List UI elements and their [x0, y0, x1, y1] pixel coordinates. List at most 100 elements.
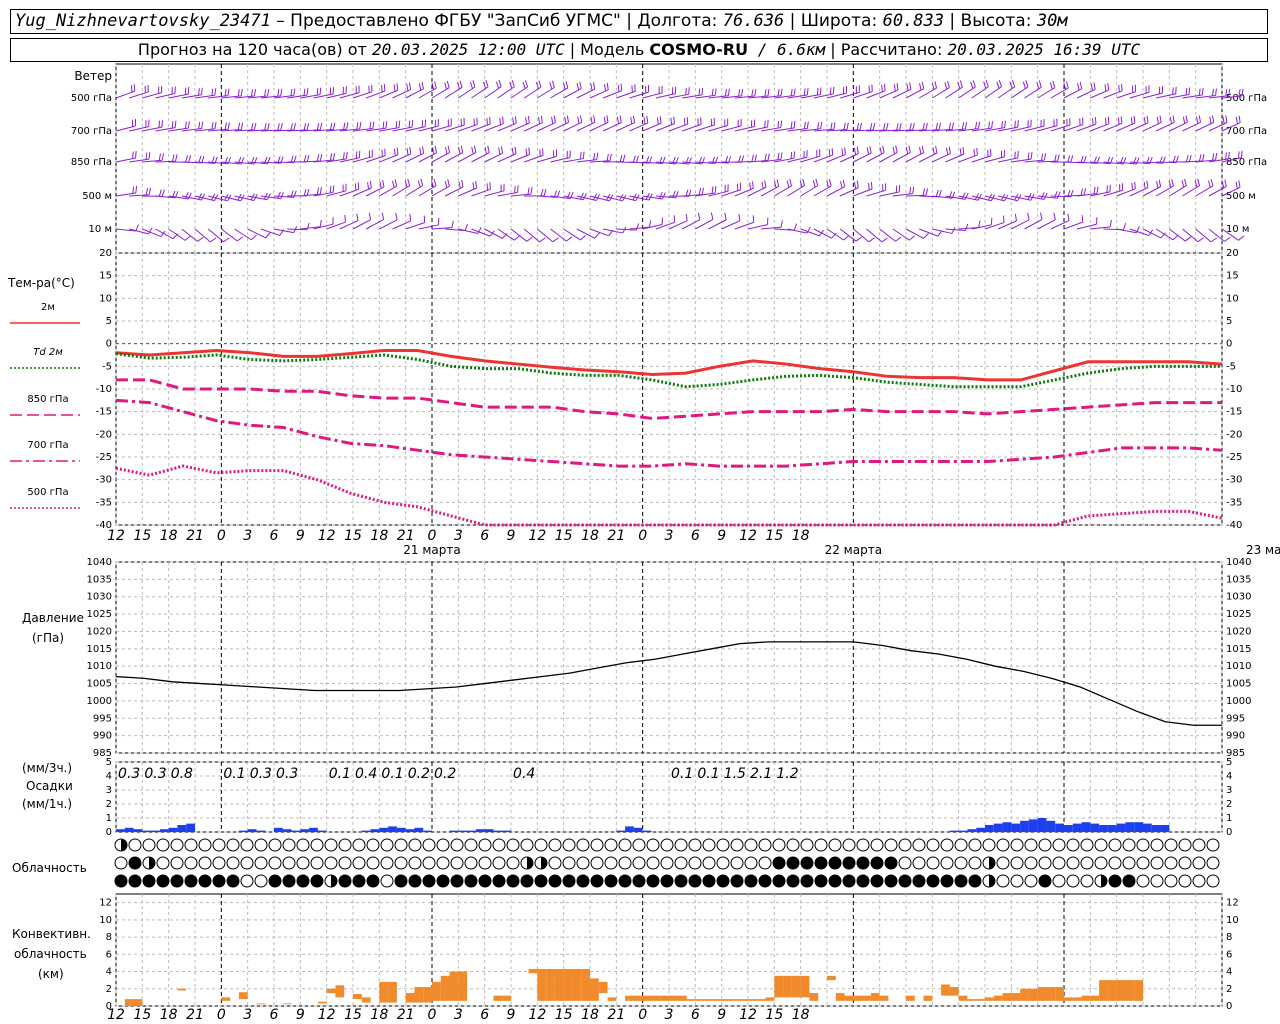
wind-barb-feather	[251, 234, 257, 241]
wind-barb-shaft	[115, 157, 136, 163]
wind-barb-feather	[859, 122, 863, 130]
wind-barb-feather	[306, 154, 310, 163]
wind-barb-feather	[773, 180, 777, 188]
wind-barb-shaft	[576, 121, 596, 132]
wind-barb-feather	[580, 234, 586, 241]
wind-barb-feather	[530, 187, 533, 195]
precip-bar	[300, 829, 310, 832]
cloud-symbol	[786, 874, 800, 888]
pressure-panel-ytick-left: 1040	[87, 557, 112, 568]
cloud-symbol	[730, 838, 744, 852]
wind-barb-shaft	[339, 188, 359, 197]
cloud-symbol	[1108, 874, 1122, 888]
wind-barb-shaft	[1221, 157, 1242, 163]
wind-barb-shaft	[576, 195, 597, 201]
cloud-symbol	[408, 838, 422, 852]
precip-3h-total: 0.1	[329, 766, 351, 782]
wind-barb-feather	[579, 115, 583, 123]
wind-barb-shaft	[208, 95, 229, 99]
cloud-symbol	[758, 856, 772, 870]
pressure-panel-ytick-right: 985	[1226, 748, 1245, 759]
precip-bar	[423, 830, 432, 832]
wind-barb-shaft	[839, 228, 857, 242]
wind-barb-feather	[382, 179, 385, 188]
wind-barb-shaft	[273, 161, 295, 164]
temp-panel-ytick-left: -30	[96, 475, 112, 486]
wind-barb-feather	[1083, 188, 1087, 196]
wind-barb-feather	[754, 89, 757, 97]
precip-bar	[1028, 819, 1038, 832]
cloud-symbol	[184, 838, 198, 852]
wind-barb-feather	[201, 87, 203, 95]
wind-barb-shaft	[682, 161, 703, 165]
wind-barb-shaft	[181, 94, 202, 99]
wind-barb-shaft	[471, 123, 491, 132]
wind-barb-feather	[393, 84, 396, 92]
wind-barb-shaft	[616, 122, 635, 132]
wind-barb-shaft	[563, 88, 582, 99]
wind-barb-shaft	[1142, 228, 1162, 239]
cloud-symbol	[1080, 874, 1094, 888]
cloud-symbol	[1052, 874, 1066, 888]
wind-barb-feather	[925, 122, 928, 130]
wind-barb-feather	[1040, 192, 1045, 200]
wind-barb-feather	[214, 88, 217, 96]
cloud-symbol	[1178, 856, 1192, 870]
wind-barb-feather	[458, 146, 461, 154]
wind-barb-feather	[498, 79, 502, 87]
cloud-symbol	[212, 856, 226, 870]
cloud-symbol	[576, 838, 590, 852]
wind-barb-shaft	[603, 195, 623, 202]
wind-barb-feather	[777, 89, 780, 97]
wind-barb-feather	[565, 81, 569, 89]
wind-barb-feather	[369, 180, 372, 189]
bottom-xtick-label: 12	[318, 1007, 336, 1023]
temp-panel-ytick-left: -10	[96, 384, 112, 395]
wind-barb-feather	[697, 212, 701, 220]
wind-barb-shaft	[221, 129, 242, 132]
wind-barb-feather	[899, 123, 902, 131]
cloud-symbol-half	[1101, 875, 1107, 887]
wind-barb-shaft	[300, 94, 321, 99]
wind-barb-shaft	[1077, 223, 1097, 230]
wind-barb-feather	[514, 146, 517, 154]
wind-barb-feather	[1054, 191, 1058, 199]
wind-barb-shaft	[761, 158, 782, 163]
wind-barb-feather	[751, 181, 754, 189]
wind-barb-feather	[1146, 115, 1149, 123]
cloud-symbol	[660, 874, 674, 888]
cloud-symbol	[1206, 874, 1220, 888]
wind-barb-shaft	[510, 193, 531, 197]
precip-bar	[238, 830, 248, 832]
wind-barb-shaft	[418, 152, 437, 163]
wind-barb-shaft	[932, 195, 953, 199]
wind-barb-shaft	[721, 220, 741, 230]
wind-barb-feather	[306, 88, 309, 96]
wind-barb-shaft	[945, 228, 966, 231]
wind-barb-shaft	[352, 91, 373, 99]
wind-barb-shaft	[365, 186, 385, 197]
altitude-label: | Высота:	[944, 11, 1037, 31]
wind-barb-shaft	[984, 86, 1002, 99]
wind-barb-shaft	[405, 185, 423, 197]
cloud-symbol	[422, 838, 436, 852]
wind-barb-feather	[1063, 82, 1067, 90]
wind-barb-feather	[938, 122, 941, 130]
wind-barb-shaft	[721, 189, 741, 197]
wind-barb-shaft	[734, 95, 755, 99]
temp-panel-ytick-right: -30	[1226, 475, 1242, 486]
precip-bar	[1055, 823, 1064, 832]
cloud-symbol	[1136, 856, 1150, 870]
convective-bar	[1081, 995, 1091, 1001]
wind-barb-feather	[856, 180, 859, 188]
wind-barb-feather	[398, 120, 401, 128]
pressure-panel-ytick-right: 990	[1226, 731, 1245, 742]
cloud-symbol-half	[989, 875, 995, 887]
wind-barb-shaft	[537, 87, 555, 99]
wind-barb-shaft	[774, 157, 795, 163]
wind-barb-shaft	[958, 128, 979, 132]
wind-barb-shaft	[984, 222, 1005, 230]
wind-barb-feather	[1238, 235, 1245, 241]
wind-barb-feather	[761, 181, 764, 189]
convective-bar	[1116, 980, 1126, 1001]
